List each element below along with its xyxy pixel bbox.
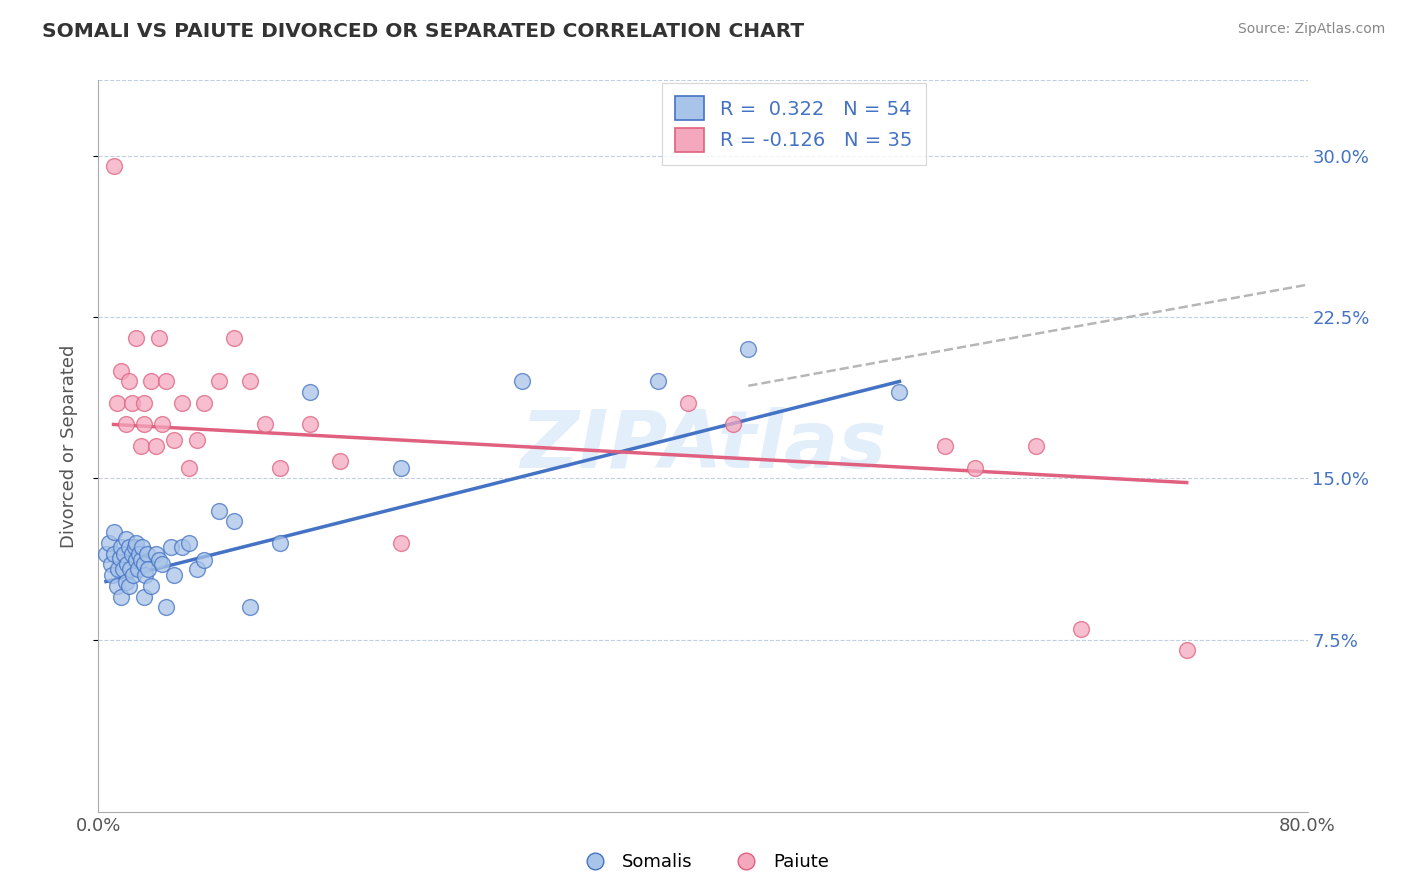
Point <box>105 396 128 410</box>
Point <box>269 460 291 475</box>
Point <box>389 536 412 550</box>
Point <box>129 439 152 453</box>
Point <box>186 433 208 447</box>
Point <box>155 600 177 615</box>
Point <box>253 417 276 432</box>
Point <box>148 553 170 567</box>
Point <box>125 331 148 345</box>
Point <box>135 547 157 561</box>
Point <box>647 375 669 389</box>
Text: SOMALI VS PAIUTE DIVORCED OR SEPARATED CORRELATION CHART: SOMALI VS PAIUTE DIVORCED OR SEPARATED C… <box>42 22 804 41</box>
Legend: R =  0.322   N = 54, R = -0.126   N = 35: R = 0.322 N = 54, R = -0.126 N = 35 <box>662 83 925 165</box>
Point <box>122 568 145 582</box>
Point <box>160 540 183 554</box>
Point <box>132 590 155 604</box>
Point <box>150 417 173 432</box>
Point <box>299 385 322 400</box>
Point <box>170 540 193 554</box>
Point <box>1175 643 1198 657</box>
Point <box>141 375 163 389</box>
Point <box>723 417 745 432</box>
Point <box>114 574 136 589</box>
Point <box>121 396 143 410</box>
Point <box>112 547 135 561</box>
Point <box>105 579 128 593</box>
Point <box>120 561 142 575</box>
Point <box>1024 439 1046 453</box>
Legend: Somalis, Paiute: Somalis, Paiute <box>569 847 837 879</box>
Point <box>103 524 125 539</box>
Point <box>125 553 148 567</box>
Point <box>186 561 208 575</box>
Point <box>115 558 138 572</box>
Text: ZIPAtlas: ZIPAtlas <box>520 407 886 485</box>
Point <box>127 561 149 575</box>
Point <box>108 550 131 565</box>
Point <box>179 460 201 475</box>
Point <box>239 600 262 615</box>
Point <box>224 514 246 528</box>
Point <box>1070 622 1092 636</box>
Point <box>510 375 533 389</box>
Point <box>208 503 231 517</box>
Point <box>163 433 186 447</box>
Point <box>100 558 122 572</box>
Point <box>132 558 155 572</box>
Point <box>179 536 201 550</box>
Point <box>124 540 146 554</box>
Point <box>170 396 193 410</box>
Point <box>269 536 291 550</box>
Point <box>125 536 148 550</box>
Point <box>163 568 186 582</box>
Text: Source: ZipAtlas.com: Source: ZipAtlas.com <box>1237 22 1385 37</box>
Point <box>145 547 167 561</box>
Point <box>965 460 987 475</box>
Point <box>934 439 956 453</box>
Point <box>136 561 159 575</box>
Point <box>107 561 129 575</box>
Point <box>889 385 911 400</box>
Point <box>118 579 141 593</box>
Point <box>131 540 153 554</box>
Point <box>389 460 412 475</box>
Point <box>676 396 699 410</box>
Point <box>150 558 173 572</box>
Point <box>118 375 141 389</box>
Point <box>114 417 136 432</box>
Point <box>134 568 156 582</box>
Point <box>110 540 132 554</box>
Point <box>148 331 170 345</box>
Point <box>224 331 246 345</box>
Point <box>101 568 124 582</box>
Point <box>299 417 322 432</box>
Point <box>94 547 117 561</box>
Y-axis label: Divorced or Separated: Divorced or Separated <box>59 344 77 548</box>
Point <box>129 553 152 567</box>
Point <box>110 364 132 378</box>
Point <box>103 159 125 173</box>
Point <box>110 590 132 604</box>
Point <box>98 536 121 550</box>
Point <box>193 553 215 567</box>
Point <box>239 375 262 389</box>
Point <box>114 532 136 546</box>
Point <box>145 439 167 453</box>
Point <box>193 396 215 410</box>
Point <box>111 561 134 575</box>
Point <box>329 454 352 468</box>
Point <box>128 547 150 561</box>
Point <box>737 342 759 356</box>
Point <box>121 547 143 561</box>
Point <box>103 547 125 561</box>
Point <box>208 375 231 389</box>
Point <box>118 540 141 554</box>
Point <box>141 579 163 593</box>
Point <box>132 396 155 410</box>
Point <box>155 375 177 389</box>
Point <box>132 417 155 432</box>
